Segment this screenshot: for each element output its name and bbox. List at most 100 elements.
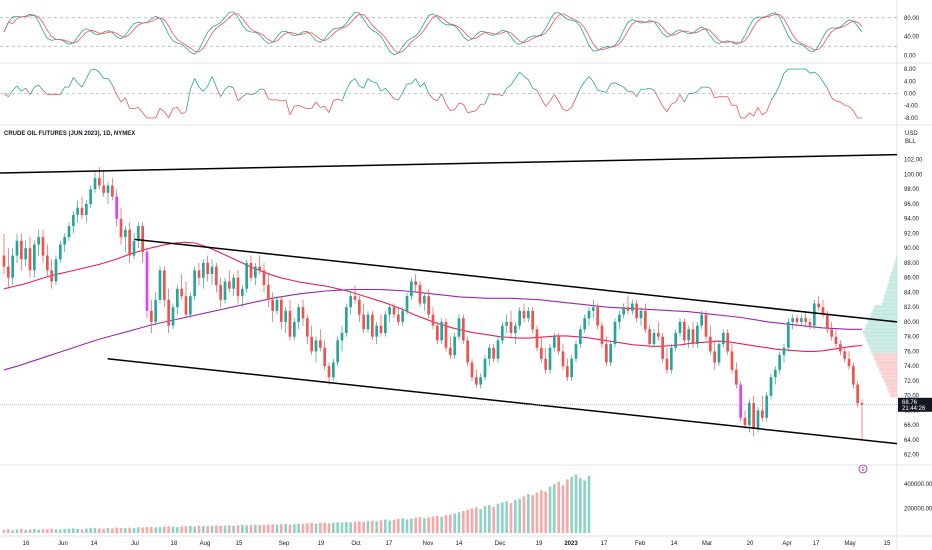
- candle-body[interactable]: [379, 325, 383, 333]
- candle-body[interactable]: [440, 321, 444, 341]
- candle-body[interactable]: [752, 403, 756, 429]
- candle-body[interactable]: [799, 318, 803, 322]
- candle-body[interactable]: [773, 369, 777, 378]
- candle-body[interactable]: [154, 299, 158, 322]
- candle-body[interactable]: [314, 340, 318, 352]
- candle-body[interactable]: [786, 321, 790, 348]
- candle-body[interactable]: [279, 299, 283, 322]
- candle-body[interactable]: [704, 314, 708, 337]
- candle-body[interactable]: [470, 362, 474, 378]
- candle-body[interactable]: [630, 303, 634, 311]
- candle-body[interactable]: [353, 296, 357, 300]
- candle-body[interactable]: [427, 296, 431, 315]
- candle-body[interactable]: [258, 266, 262, 271]
- candle-body[interactable]: [102, 185, 106, 193]
- trendline[interactable]: [0, 153, 898, 174]
- candle-body[interactable]: [726, 332, 730, 352]
- candle-body[interactable]: [578, 329, 582, 345]
- candle-body[interactable]: [292, 321, 296, 337]
- candle-body[interactable]: [574, 344, 578, 359]
- candle-body[interactable]: [656, 332, 660, 337]
- candle-body[interactable]: [687, 329, 691, 341]
- candle-body[interactable]: [232, 277, 236, 289]
- candle-body[interactable]: [71, 215, 75, 227]
- candle-body[interactable]: [305, 318, 309, 337]
- candle-body[interactable]: [795, 318, 799, 322]
- candle-body[interactable]: [58, 244, 62, 260]
- candle-body[interactable]: [249, 262, 253, 278]
- candle-body[interactable]: [327, 366, 331, 378]
- candle-body[interactable]: [539, 347, 543, 359]
- candle-body[interactable]: [453, 336, 457, 356]
- candle-body[interactable]: [782, 347, 786, 356]
- candle-body[interactable]: [253, 266, 257, 278]
- candle-body[interactable]: [843, 351, 847, 359]
- candle-body[interactable]: [760, 410, 764, 418]
- candle-body[interactable]: [509, 321, 513, 333]
- trendlines[interactable]: [0, 153, 898, 445]
- candle-body[interactable]: [674, 332, 678, 348]
- candle-body[interactable]: [496, 340, 500, 359]
- candle-body[interactable]: [136, 226, 140, 241]
- candle-body[interactable]: [50, 270, 54, 282]
- candle-body[interactable]: [713, 351, 717, 363]
- candle-body[interactable]: [552, 336, 556, 348]
- candle-body[interactable]: [860, 403, 864, 405]
- candle-body[interactable]: [6, 266, 10, 278]
- candle-body[interactable]: [747, 403, 751, 426]
- candle-body[interactable]: [448, 347, 452, 356]
- candle-body[interactable]: [617, 314, 621, 322]
- candle-body[interactable]: [128, 229, 132, 256]
- candle-body[interactable]: [362, 314, 366, 330]
- candle-body[interactable]: [24, 248, 28, 260]
- candle-body[interactable]: [63, 237, 67, 245]
- candle-body[interactable]: [349, 296, 353, 308]
- candle-body[interactable]: [245, 262, 249, 289]
- candle-body[interactable]: [158, 270, 162, 300]
- candle-body[interactable]: [383, 314, 387, 333]
- candle-body[interactable]: [115, 196, 119, 219]
- candle-body[interactable]: [284, 310, 288, 322]
- candle-body[interactable]: [639, 310, 643, 319]
- candle-body[interactable]: [700, 314, 704, 326]
- candle-body[interactable]: [500, 325, 504, 341]
- candle-body[interactable]: [401, 310, 405, 322]
- candle-body[interactable]: [648, 329, 652, 345]
- candle-body[interactable]: [457, 318, 461, 337]
- momentum-oscillator-pane[interactable]: [0, 68, 897, 119]
- candle-body[interactable]: [518, 310, 522, 326]
- candle-body[interactable]: [600, 325, 604, 345]
- candle-body[interactable]: [366, 314, 370, 330]
- candle-body[interactable]: [132, 240, 136, 256]
- candle-body[interactable]: [535, 329, 539, 348]
- candle-body[interactable]: [97, 178, 101, 186]
- candle-body[interactable]: [609, 344, 613, 363]
- candle-body[interactable]: [214, 266, 218, 286]
- candle-body[interactable]: [110, 185, 114, 197]
- candle-body[interactable]: [626, 307, 630, 311]
- candle-body[interactable]: [240, 288, 244, 297]
- candle-body[interactable]: [336, 340, 340, 363]
- candle-body[interactable]: [188, 296, 192, 315]
- candle-body[interactable]: [392, 307, 396, 315]
- candle-body[interactable]: [717, 344, 721, 363]
- trendline[interactable]: [107, 358, 898, 445]
- candle-body[interactable]: [557, 336, 561, 352]
- candle-body[interactable]: [201, 262, 205, 278]
- candle-body[interactable]: [791, 318, 795, 322]
- candle-body[interactable]: [817, 303, 821, 308]
- candle-body[interactable]: [331, 362, 335, 378]
- candle-body[interactable]: [513, 325, 517, 333]
- candle-body[interactable]: [830, 329, 834, 337]
- candle-body[interactable]: [565, 366, 569, 378]
- candle-body[interactable]: [370, 314, 374, 337]
- candle-body[interactable]: [15, 240, 19, 256]
- candle-body[interactable]: [357, 299, 361, 315]
- candle-body[interactable]: [561, 351, 565, 367]
- candlesticks[interactable]: [2, 167, 864, 440]
- candle-body[interactable]: [344, 307, 348, 333]
- candle-body[interactable]: [422, 296, 426, 304]
- candle-body[interactable]: [318, 340, 322, 348]
- candle-body[interactable]: [375, 325, 379, 337]
- candle-body[interactable]: [32, 244, 36, 271]
